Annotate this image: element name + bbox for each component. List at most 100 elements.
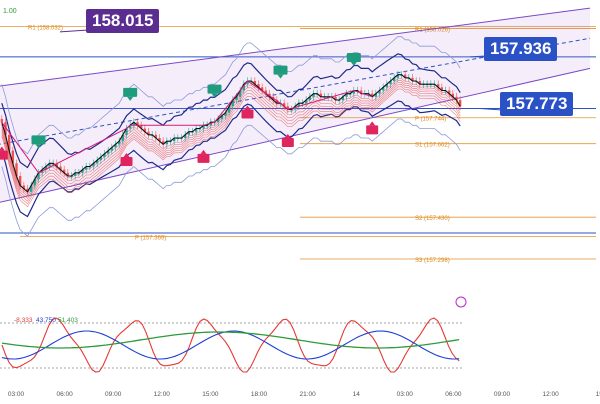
callout-c: 157.773 bbox=[500, 92, 574, 116]
marker-high bbox=[31, 135, 46, 145]
marker-high-tip bbox=[350, 62, 357, 66]
x-tick: 09:00 bbox=[105, 391, 122, 398]
channel-upper bbox=[0, 7, 591, 87]
candle-body bbox=[308, 96, 312, 100]
candle-body bbox=[392, 77, 396, 81]
candle-body bbox=[44, 166, 48, 170]
marker-low-tip bbox=[244, 105, 251, 110]
candle-body bbox=[172, 138, 176, 142]
candle-body bbox=[125, 128, 128, 135]
candle-body bbox=[183, 134, 187, 138]
marker-high-tip bbox=[127, 96, 134, 101]
x-tick: 03:00 bbox=[397, 391, 414, 398]
candle-body bbox=[55, 163, 59, 167]
candle-body bbox=[26, 188, 29, 192]
candle-body bbox=[257, 84, 260, 88]
x-tick: 03:00 bbox=[8, 391, 25, 398]
candle-body bbox=[378, 90, 381, 94]
candle-body bbox=[95, 160, 99, 164]
candle-body bbox=[297, 103, 301, 107]
candle-body bbox=[73, 172, 77, 176]
candle-body bbox=[121, 134, 125, 142]
candle-body bbox=[136, 122, 139, 126]
candle-body bbox=[385, 84, 389, 88]
candle-body bbox=[312, 93, 315, 97]
ma-ribbon bbox=[1, 86, 461, 205]
x-tick: 15 bbox=[596, 391, 600, 398]
marker-low bbox=[197, 153, 210, 163]
candle-body bbox=[92, 163, 95, 167]
candle-body bbox=[81, 169, 84, 173]
candle-body bbox=[147, 131, 150, 135]
x-tick: 15:00 bbox=[202, 391, 219, 398]
callout-b: 157.936 bbox=[484, 37, 558, 61]
pivot-label: R1 (158.032) bbox=[28, 26, 63, 32]
candle-body bbox=[158, 138, 161, 142]
candle-body bbox=[114, 144, 117, 148]
candle-body bbox=[18, 176, 22, 186]
band-lower bbox=[1, 100, 461, 218]
candle-body bbox=[4, 122, 7, 135]
marker-low bbox=[0, 150, 8, 160]
candle-body bbox=[293, 106, 297, 110]
candle-body bbox=[48, 163, 51, 167]
candle-body bbox=[286, 106, 290, 110]
candle-body bbox=[370, 93, 374, 97]
candle-body bbox=[319, 93, 323, 97]
close-line bbox=[1, 74, 461, 193]
candle-body bbox=[37, 172, 40, 180]
candle-body bbox=[352, 90, 356, 94]
candle-body bbox=[154, 134, 158, 138]
candle-body bbox=[374, 93, 378, 97]
candle-body bbox=[260, 87, 264, 91]
marker-high bbox=[273, 65, 288, 75]
pivot-label: S1 (157.662) bbox=[415, 143, 450, 149]
corner-label: 1.00 bbox=[3, 8, 17, 15]
candle-body bbox=[242, 84, 246, 91]
pivot-label: P (157.369) bbox=[135, 235, 166, 241]
marker-high-tip bbox=[35, 144, 42, 149]
callout-pointer bbox=[479, 108, 503, 111]
osc-green bbox=[1, 331, 460, 349]
candle-body bbox=[59, 166, 62, 170]
marker-low-tip bbox=[0, 146, 5, 151]
x-tick: 21:00 bbox=[299, 391, 316, 398]
candle-body bbox=[103, 153, 106, 157]
osc-label: 43.750 bbox=[36, 317, 56, 324]
marker-low bbox=[281, 138, 294, 147]
candle-body bbox=[246, 81, 249, 85]
pivot-label: S2 (157.430) bbox=[415, 216, 450, 222]
candle-body bbox=[187, 131, 191, 135]
candle-body bbox=[139, 125, 143, 129]
candle-body bbox=[132, 122, 136, 126]
candle-body bbox=[224, 112, 227, 116]
marker-low bbox=[241, 109, 254, 119]
x-tick: 14 bbox=[353, 391, 361, 398]
x-tick: 06:00 bbox=[445, 391, 462, 398]
callout-a: 158.015 bbox=[86, 9, 160, 33]
osc-label: 51.403 bbox=[58, 317, 78, 324]
candle-body bbox=[235, 96, 238, 100]
candle-body bbox=[165, 141, 169, 145]
candle-body bbox=[345, 93, 348, 97]
candle-body bbox=[128, 125, 132, 129]
osc-red bbox=[1, 317, 460, 373]
candle-body bbox=[282, 103, 286, 107]
candle-body bbox=[253, 81, 257, 85]
candle-body bbox=[216, 119, 220, 123]
marker-high bbox=[123, 87, 138, 97]
candle-body bbox=[66, 172, 70, 176]
candle-body bbox=[381, 87, 385, 91]
marker-low bbox=[120, 157, 133, 166]
marker-low-tip bbox=[284, 134, 291, 138]
ma-ribbon bbox=[1, 84, 461, 202]
candle-body bbox=[220, 115, 224, 119]
candle-body bbox=[411, 77, 414, 81]
marker-low-tip bbox=[369, 121, 376, 126]
candle-body bbox=[15, 163, 18, 176]
alert-icon bbox=[455, 296, 467, 308]
candle-body bbox=[22, 185, 26, 189]
candle-body bbox=[275, 100, 279, 104]
pivot-label: S3 (157.298) bbox=[415, 258, 450, 264]
